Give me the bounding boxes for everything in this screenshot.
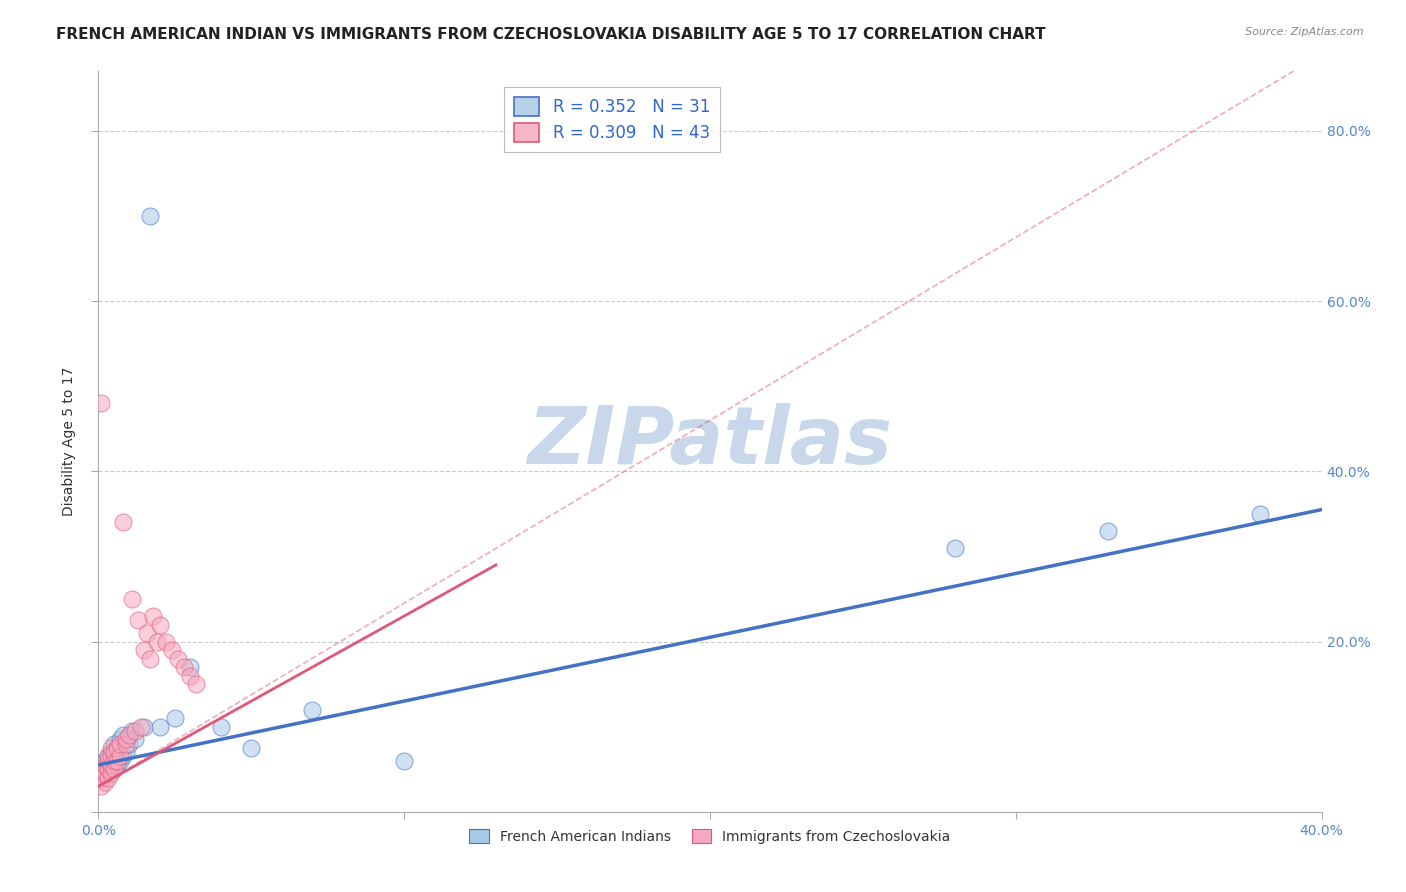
Point <box>100 749 122 764</box>
Point <box>108 732 131 747</box>
Point <box>163 711 186 725</box>
Point <box>301 703 323 717</box>
Point <box>1249 507 1271 521</box>
Point <box>115 737 138 751</box>
Point <box>136 626 159 640</box>
Point <box>155 634 177 648</box>
Point <box>103 749 125 764</box>
Point <box>97 758 120 772</box>
Point <box>149 720 172 734</box>
Point <box>97 749 120 764</box>
Point <box>115 732 138 747</box>
Point <box>100 766 122 780</box>
Point <box>392 754 416 768</box>
Point <box>139 209 162 223</box>
Point <box>105 758 128 772</box>
Point <box>167 651 190 665</box>
Point <box>105 740 128 755</box>
Point <box>100 740 122 755</box>
Point <box>103 745 125 759</box>
Point <box>93 754 115 768</box>
Point <box>134 643 156 657</box>
Point <box>90 771 112 785</box>
Point <box>97 749 120 764</box>
Point <box>145 634 167 648</box>
Point <box>90 779 112 793</box>
Point <box>100 754 122 768</box>
Point <box>124 723 146 738</box>
Point <box>127 613 149 627</box>
Point <box>209 720 232 734</box>
Point <box>90 766 112 780</box>
Point <box>103 737 125 751</box>
Y-axis label: Disability Age 5 to 17: Disability Age 5 to 17 <box>62 367 76 516</box>
Point <box>142 609 165 624</box>
Point <box>1097 524 1119 538</box>
Point <box>97 762 120 776</box>
Point <box>108 749 131 764</box>
Point <box>90 771 112 785</box>
Point <box>100 745 122 759</box>
Point <box>111 728 134 742</box>
Point <box>90 396 112 410</box>
Point <box>103 754 125 768</box>
Point <box>118 728 141 742</box>
Point <box>134 720 156 734</box>
Point <box>240 740 263 755</box>
Point <box>124 732 146 747</box>
Point <box>186 677 208 691</box>
Point <box>108 737 131 751</box>
Legend: French American Indians, Immigrants from Czechoslovakia: French American Indians, Immigrants from… <box>464 823 956 849</box>
Point <box>93 762 115 776</box>
Point <box>160 643 183 657</box>
Point <box>121 591 143 606</box>
Text: Source: ZipAtlas.com: Source: ZipAtlas.com <box>1246 27 1364 37</box>
Point <box>111 516 134 530</box>
Point <box>179 668 201 682</box>
Text: FRENCH AMERICAN INDIAN VS IMMIGRANTS FROM CZECHOSLOVAKIA DISABILITY AGE 5 TO 17 : FRENCH AMERICAN INDIAN VS IMMIGRANTS FRO… <box>56 27 1046 42</box>
Text: ZIPatlas: ZIPatlas <box>527 402 893 481</box>
Point <box>111 749 134 764</box>
Point <box>97 771 120 785</box>
Point <box>100 758 122 772</box>
Point <box>108 754 131 768</box>
Point <box>97 754 120 768</box>
Point <box>103 762 125 776</box>
Point <box>173 660 195 674</box>
Point <box>129 720 152 734</box>
Point <box>149 617 172 632</box>
Point <box>115 745 138 759</box>
Point <box>93 758 115 772</box>
Point <box>93 766 115 780</box>
Point <box>93 775 115 789</box>
Point <box>105 740 128 755</box>
Point <box>105 754 128 768</box>
Point <box>179 660 201 674</box>
Point <box>943 541 966 555</box>
Point <box>121 723 143 738</box>
Point <box>90 762 112 776</box>
Point <box>139 651 162 665</box>
Point <box>118 737 141 751</box>
